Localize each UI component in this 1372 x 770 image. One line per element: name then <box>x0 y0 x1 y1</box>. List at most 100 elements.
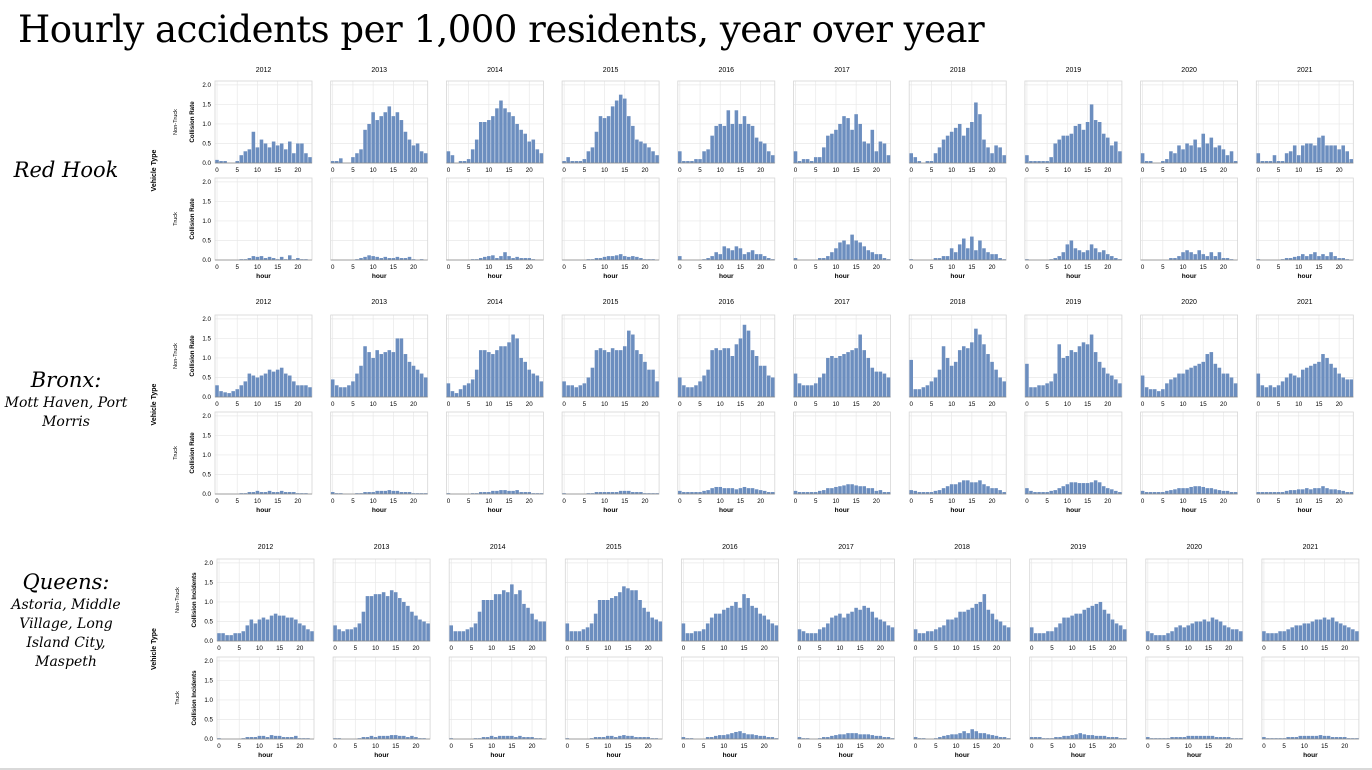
panel-frame <box>561 177 660 261</box>
year-header: 2018 <box>950 67 966 74</box>
y-tick-label: 0.0 <box>202 160 211 167</box>
bar <box>986 147 990 163</box>
x-axis-title: hour <box>955 752 970 759</box>
year-header: 2017 <box>834 299 850 306</box>
bar <box>1349 379 1354 397</box>
bar <box>722 735 726 739</box>
row-facet-label: Non-Truck <box>173 343 179 369</box>
bar <box>974 731 979 739</box>
x-tick-label: 5 <box>1277 264 1281 271</box>
x-axis-title: hour <box>1297 273 1312 280</box>
x-tick-label: 5 <box>470 743 474 750</box>
x-tick-label: 20 <box>757 264 764 271</box>
bar <box>1148 389 1153 397</box>
bar <box>503 346 507 397</box>
bar <box>277 735 282 739</box>
bar <box>446 151 451 163</box>
bar <box>1069 350 1074 397</box>
bar <box>418 619 422 641</box>
bar <box>942 735 946 739</box>
bar <box>247 492 252 494</box>
bar <box>1301 369 1305 397</box>
bar <box>1262 631 1266 641</box>
bar <box>957 482 962 494</box>
bar <box>610 106 615 163</box>
bar <box>1310 735 1315 739</box>
bar <box>762 365 767 397</box>
bar <box>714 125 718 163</box>
bar <box>519 258 523 260</box>
bar <box>361 611 366 641</box>
bar <box>1114 623 1119 641</box>
bar <box>917 492 922 494</box>
bar <box>766 619 771 641</box>
bar <box>515 123 519 163</box>
bar <box>758 735 762 739</box>
bar <box>1292 490 1297 494</box>
bar <box>245 625 250 641</box>
bar <box>858 242 862 260</box>
x-tick-label: 5 <box>930 401 934 408</box>
bar <box>1321 254 1325 260</box>
bar <box>846 244 850 260</box>
bar <box>1292 375 1297 397</box>
x-tick-label: 20 <box>873 167 880 174</box>
x-tick-label: 15 <box>853 498 860 505</box>
bar <box>257 735 262 739</box>
x-tick-label: 0 <box>1257 498 1261 505</box>
bar <box>718 123 723 163</box>
bar <box>1294 625 1299 641</box>
bar <box>565 623 570 641</box>
x-tick-label: 15 <box>621 498 628 505</box>
bar <box>646 611 650 641</box>
bar <box>263 492 268 494</box>
x-tick-label: 15 <box>274 401 281 408</box>
bar <box>854 114 858 163</box>
panel-frame <box>681 656 779 740</box>
bar <box>491 490 495 494</box>
panel-non-truck-2016: 0 5 10 15 20 <box>681 558 779 652</box>
bar <box>842 354 846 397</box>
x-tick-label: 20 <box>1104 498 1111 505</box>
bar <box>403 492 408 494</box>
panel-frame <box>677 411 776 495</box>
bar <box>945 135 950 163</box>
x-tick-label: 20 <box>761 743 768 750</box>
bar <box>1033 161 1037 163</box>
x-tick-label: 15 <box>741 743 748 750</box>
bar <box>771 492 775 494</box>
x-tick-label: 5 <box>1282 743 1286 750</box>
bar <box>1081 252 1086 260</box>
panel-non-truck-2015: 0 5 10 15 20 <box>564 558 663 652</box>
bar <box>285 617 290 641</box>
bar <box>994 369 998 397</box>
bar <box>527 369 532 397</box>
bar <box>1230 629 1235 641</box>
bar <box>846 352 850 397</box>
bar <box>714 252 718 260</box>
bar <box>1198 621 1203 641</box>
bar <box>726 488 731 494</box>
bar <box>267 369 272 397</box>
bar <box>605 735 610 739</box>
bar <box>961 238 966 260</box>
bar <box>1101 250 1106 260</box>
x-tick-label: 10 <box>948 498 955 505</box>
bar <box>702 375 706 397</box>
bar <box>296 385 300 397</box>
bar <box>271 141 276 163</box>
bar <box>1074 613 1078 641</box>
x-tick-label: 5 <box>354 645 358 652</box>
bar <box>966 127 970 163</box>
bar <box>450 155 455 163</box>
bar <box>750 605 754 641</box>
x-tick-label: 15 <box>506 264 513 271</box>
x-tick-label: 5 <box>1045 498 1049 505</box>
bar <box>279 367 284 397</box>
year-header: 2013 <box>374 544 390 551</box>
bar <box>1280 492 1285 494</box>
bar <box>407 492 412 494</box>
bar <box>495 350 499 397</box>
bar <box>1210 617 1215 641</box>
bar <box>813 157 818 163</box>
